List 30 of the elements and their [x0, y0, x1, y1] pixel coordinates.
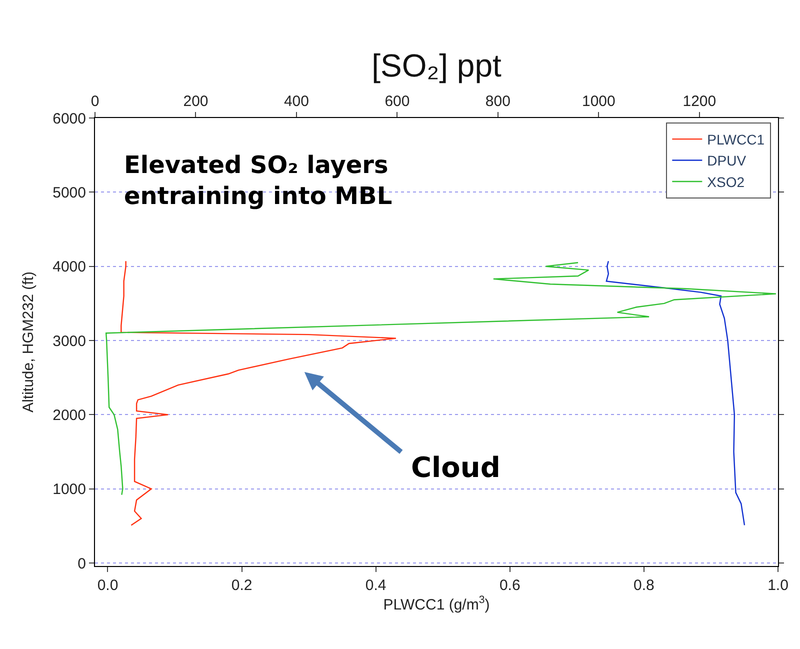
legend-label: PLWCC1: [707, 132, 765, 148]
legend-label: XSO2: [707, 174, 745, 190]
x-tick-label: 0.6: [499, 577, 520, 594]
x2-tick-label: 400: [284, 93, 309, 110]
x-tick-label: 0.8: [634, 577, 654, 594]
y-tick-label: 3000: [52, 332, 86, 350]
x2-tick-label: 600: [384, 93, 410, 110]
annotation: Elevated SO₂ layers entraining into MBL: [124, 151, 392, 210]
x-tick-label: 0.2: [231, 577, 252, 594]
y-tick-label: 6000: [52, 110, 86, 128]
y-tick-label: 1000: [52, 481, 86, 498]
y-tick-label: 2000: [52, 406, 86, 424]
y-tick-label: 0: [78, 555, 86, 572]
legend-label: DPUV: [707, 152, 747, 169]
x-tick-label: 0.4: [365, 577, 386, 594]
x-axis-title: PLWCC1 (g/m$^{3}$): [383, 594, 490, 614]
y-tick-label: 4000: [52, 258, 86, 276]
x2-tick-label: 200: [183, 93, 208, 110]
line-series: [120, 260, 397, 526]
x2-tick-label: 1000: [582, 93, 616, 110]
x2-axis-title: [SO₂] ppt: [372, 47, 502, 84]
x2-tick-label: 800: [485, 93, 510, 110]
y-axis-title: Altitude, HGM232 (ft): [20, 272, 37, 412]
y-tick-label: 5000: [52, 184, 86, 202]
line-series: [606, 260, 746, 526]
x-tick-label: 0.0: [97, 577, 118, 594]
annotation: Cloud: [411, 451, 500, 484]
x2-tick-label: 1200: [682, 93, 716, 110]
x2-tick-label: 0: [90, 93, 100, 110]
x-tick-label: 1.0: [768, 577, 788, 594]
